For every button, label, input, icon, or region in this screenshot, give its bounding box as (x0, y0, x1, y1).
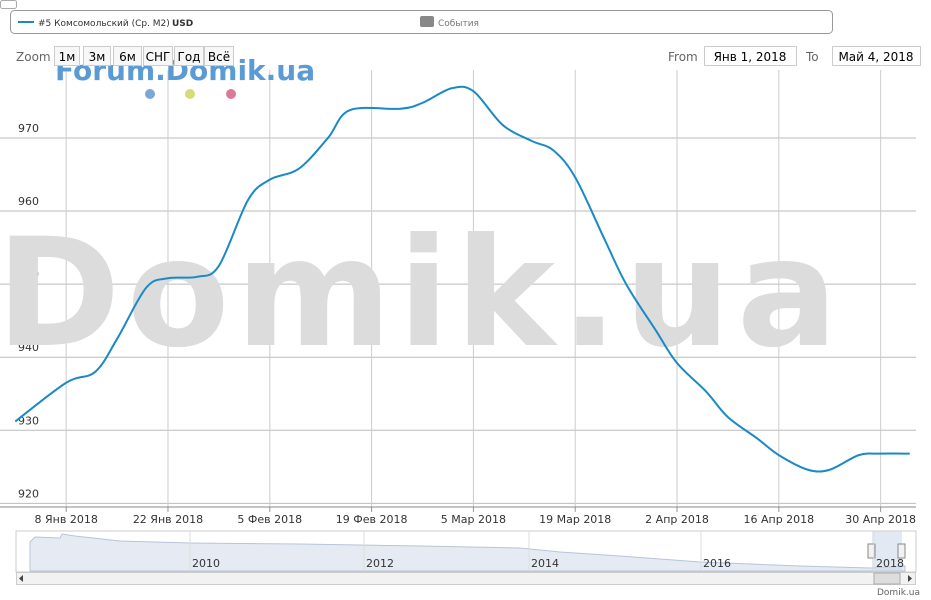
range-button-label: 3м (89, 50, 106, 64)
navigator-handle[interactable] (867, 543, 876, 559)
legend-label[interactable]: #5 Комсомольский (Ср. М2) (38, 19, 170, 29)
y-tick-label: 920 (18, 487, 39, 500)
x-tick-label: 22 Янв 2018 (133, 513, 203, 526)
range-button[interactable] (83, 46, 111, 66)
y-tick-label: 960 (18, 195, 39, 208)
navigator-label: 2010 (192, 557, 220, 570)
line-series (14, 85, 910, 473)
range-button[interactable] (54, 46, 80, 66)
to-label: To (805, 50, 819, 64)
range-button-label: СНГ (146, 50, 171, 64)
range-button-label: 6м (119, 50, 136, 64)
range-button-label: Год (178, 50, 201, 64)
navigator-label: 2016 (703, 557, 731, 570)
dot (185, 89, 195, 99)
dot (145, 89, 155, 99)
navigator-area (29, 533, 906, 572)
x-tick-label: 5 Мар 2018 (441, 513, 506, 526)
to-input[interactable] (832, 46, 921, 66)
x-tick-label: 19 Мар 2018 (539, 513, 611, 526)
y-tick-label: 970 (18, 122, 39, 135)
to-value: Май 4, 2018 (838, 50, 913, 64)
navigator-label: 2014 (531, 557, 559, 570)
navigator-label: 2012 (366, 557, 394, 570)
x-tick-label: 8 Янв 2018 (35, 513, 98, 526)
x-tick-label: 30 Апр 2018 (845, 513, 916, 526)
events-label[interactable]: События (438, 19, 479, 29)
range-button-label: 1м (59, 50, 76, 64)
x-tick-label: 19 Фев 2018 (336, 513, 408, 526)
dot (226, 89, 236, 99)
y-tick-label: 950 (18, 268, 39, 281)
navigator-handle[interactable] (897, 543, 906, 559)
x-tick-label: 5 Фев 2018 (237, 513, 302, 526)
y-tick-label: 930 (18, 414, 39, 427)
credits[interactable]: Domik.ua (877, 588, 920, 598)
watermark: Domik.ua (0, 207, 844, 381)
x-tick-label: 16 Апр 2018 (743, 513, 814, 526)
range-button[interactable] (174, 46, 204, 66)
range-button[interactable] (113, 46, 142, 66)
scrollbar-thumb[interactable] (873, 572, 901, 585)
navigator-label: 2018 (876, 557, 904, 570)
navigator-selection[interactable] (872, 531, 902, 572)
range-button-label: Всё (208, 50, 230, 64)
plot-background (0, 70, 916, 507)
corner-tab (0, 0, 17, 9)
from-label: From (668, 50, 698, 64)
from-value: Янв 1, 2018 (714, 50, 787, 64)
range-button[interactable] (143, 46, 173, 66)
x-tick-label: 2 Апр 2018 (645, 513, 709, 526)
legend-unit: USD (172, 19, 193, 29)
events-symbol (420, 16, 434, 27)
scrollbar[interactable] (16, 572, 916, 585)
zoom-label: Zoom (16, 50, 51, 64)
from-input[interactable] (704, 46, 797, 66)
range-button[interactable] (204, 46, 234, 66)
y-tick-label: 940 (18, 341, 39, 354)
